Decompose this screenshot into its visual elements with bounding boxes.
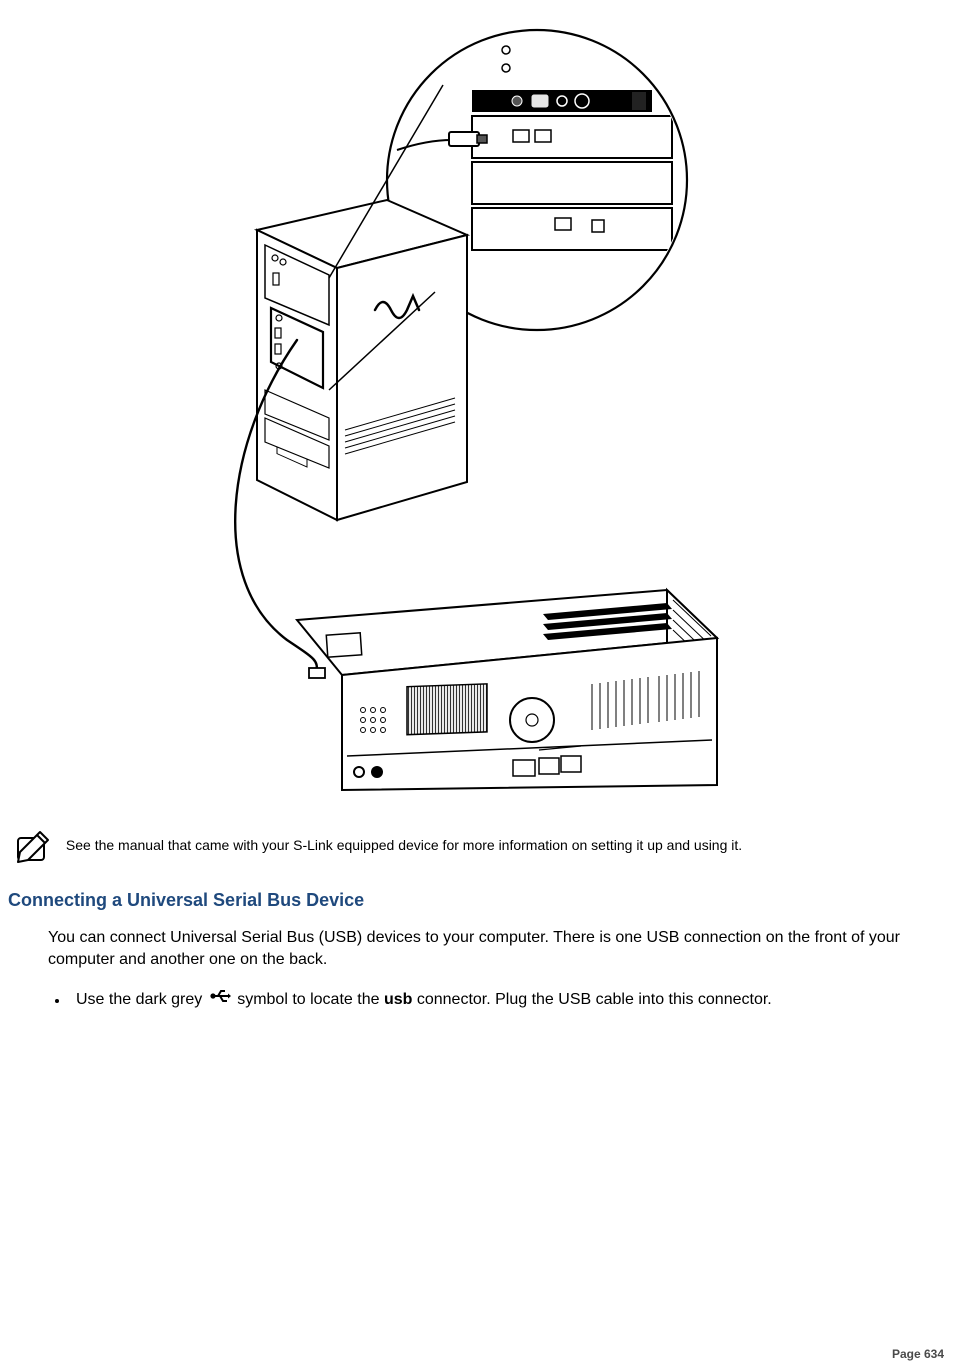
note-pencil-icon — [10, 828, 54, 870]
section-body: You can connect Universal Serial Bus (US… — [48, 927, 940, 972]
section-heading: Connecting a Universal Serial Bus Device — [8, 890, 946, 911]
usb-icon — [209, 987, 231, 1013]
bullet-text-pre: Use the dark grey — [76, 992, 207, 1009]
bullet-text-post: connector. Plug the USB cable into this … — [417, 992, 772, 1009]
list-item: Use the dark grey symbol to locate the u… — [70, 987, 946, 1013]
bullet-text-bold: usb — [384, 992, 412, 1009]
page-number: Page 634 — [892, 1347, 944, 1361]
note-block: See the manual that came with your S-Lin… — [8, 828, 946, 870]
note-text: See the manual that came with your S-Lin… — [66, 837, 742, 853]
page-container: See the manual that came with your S-Lin… — [0, 20, 954, 1371]
bullet-text-mid: symbol to locate the — [237, 992, 384, 1009]
connection-diagram — [197, 20, 757, 800]
instruction-list: Use the dark grey symbol to locate the u… — [44, 987, 946, 1013]
